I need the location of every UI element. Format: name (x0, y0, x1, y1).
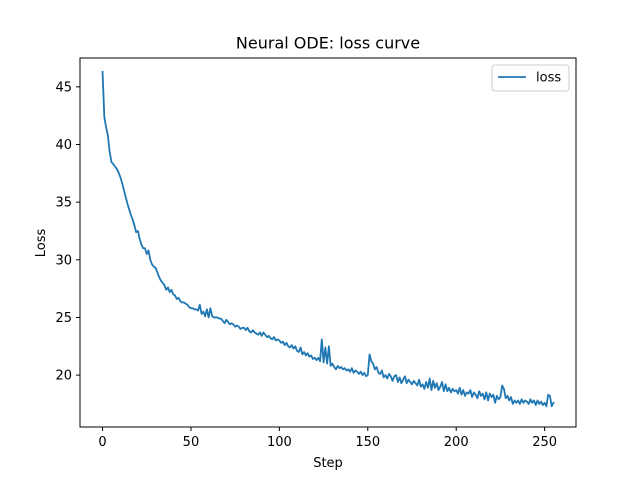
x-axis-label: Step (313, 456, 343, 471)
y-tick-label: 25 (55, 311, 72, 326)
y-axis-label: Loss (34, 229, 49, 258)
legend-box (491, 64, 570, 92)
legend-label-loss: loss (536, 71, 561, 86)
y-tick-label: 45 (55, 80, 72, 95)
y-tick-label: 35 (55, 196, 72, 211)
series-line-loss (101, 70, 555, 408)
x-tick-label: 200 (444, 435, 469, 450)
legend: loss (491, 64, 570, 92)
y-tick-label: 30 (55, 253, 72, 268)
x-tick-label: 100 (267, 435, 292, 450)
x-tick-label: 250 (532, 435, 557, 450)
x-tick-label: 50 (183, 435, 200, 450)
x-tick-label: 150 (355, 435, 380, 450)
x-axis: 0 50 100 150 200 250 (98, 427, 557, 450)
y-axis: 20 25 30 35 40 45 (55, 80, 80, 384)
axes-frame (79, 57, 577, 428)
chart-title: Neural ODE: loss curve (236, 34, 420, 53)
y-tick-label: 20 (55, 369, 72, 384)
y-tick-label: 40 (55, 138, 72, 153)
plot-area (101, 70, 555, 408)
x-tick-label: 0 (98, 435, 106, 450)
